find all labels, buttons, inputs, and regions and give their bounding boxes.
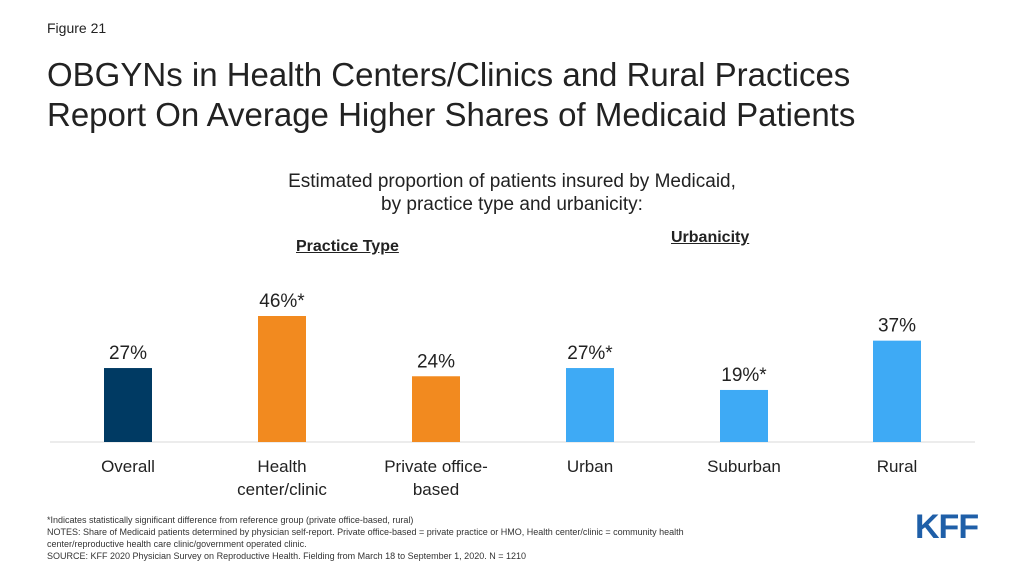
data-label-0: 27% [109,343,147,364]
chart-subtitle: Estimated proportion of patients insured… [212,170,812,216]
category-label-5-0: Rural [877,457,918,476]
page-title: OBGYNs in Health Centers/Clinics and Rur… [47,55,947,135]
category-label-4-0: Suburban [707,457,781,476]
category-label-2-1: based [413,480,459,499]
data-label-4: 19%* [721,365,767,386]
bar-1 [258,316,306,442]
category-label-3-0: Urban [567,457,613,476]
title-line-2: Report On Average Higher Shares of Medic… [47,96,856,133]
data-label-2: 24% [417,351,455,372]
data-label-3: 27%* [567,343,613,364]
group-label-urbanicity: Urbanicity [671,229,750,246]
footnotes: *Indicates statistically significant dif… [47,514,837,562]
figure-label: Figure 21 [47,20,107,36]
title-line-1: OBGYNs in Health Centers/Clinics and Rur… [47,56,851,93]
bars-layer: 27% Overall 46%* Health center/clinic 24% Priv… [101,291,921,499]
group-label-practice-type: Practice Type [296,238,399,255]
data-label-1: 46%* [259,291,305,312]
bar-0 [104,368,152,442]
category-label-1-1: center/clinic [237,480,327,499]
subtitle-line-1: Estimated proportion of patients insured… [288,171,736,192]
bar-5 [873,340,921,442]
footnote-significance: *Indicates statistically significant dif… [47,515,414,525]
footnote-notes: NOTES: Share of Medicaid patients determ… [47,527,684,537]
data-label-5: 37% [878,316,916,337]
bar-4 [720,389,768,442]
bar-3 [566,368,614,442]
footnote-notes-cont: center/reproductive health care clinic/g… [47,539,307,549]
category-label-0-0: Overall [101,457,155,476]
category-label-1-0: Health [257,457,306,476]
footnote-source: SOURCE: KFF 2020 Physician Survey on Rep… [47,551,526,561]
category-label-2-0: Private office- [384,457,488,476]
bar-2 [412,376,460,442]
kff-logo: KFF [915,508,979,546]
subtitle-line-2: by practice type and urbanicity: [381,194,643,215]
